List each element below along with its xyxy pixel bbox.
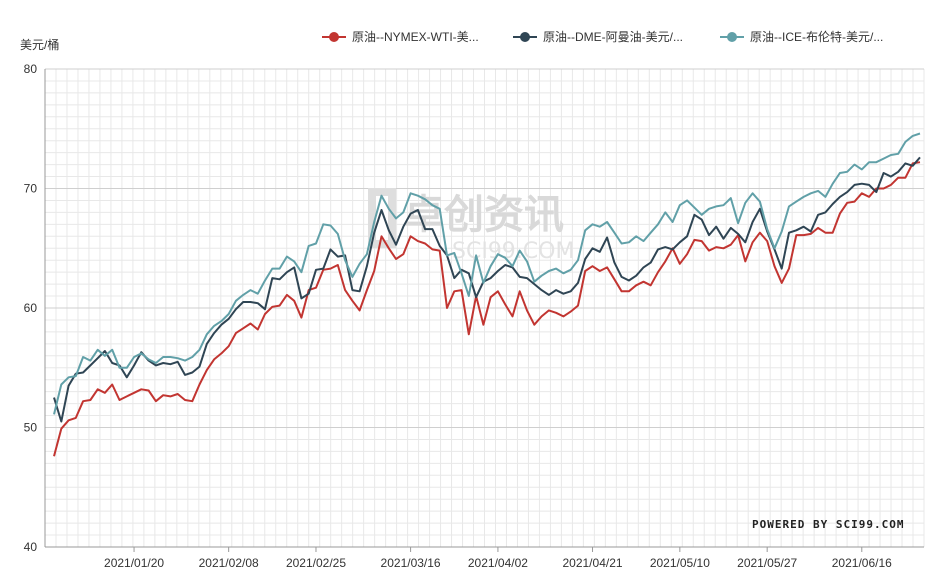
series-line-2	[53, 156, 921, 423]
series-line-3	[53, 132, 921, 415]
x-tick-label: 2021/06/16	[832, 556, 892, 570]
legend-marker-2	[520, 32, 530, 42]
y-axis: 40 50 60 70 80	[24, 62, 46, 554]
x-axis: 2021/01/20 2021/02/08 2021/02/25 2021/03/16…	[45, 546, 924, 570]
grid	[44, 68, 925, 548]
x-tick-label: 2021/02/08	[199, 556, 259, 570]
series-line-1	[53, 161, 921, 457]
x-tick-label: 2021/04/21	[562, 556, 622, 570]
x-tick-label: 2021/03/16	[381, 556, 441, 570]
x-tick-label: 2021/04/02	[468, 556, 528, 570]
legend-label-2: 原油--DME-阿曼油-美元/...	[543, 30, 683, 44]
y-tick-label: 80	[24, 62, 38, 76]
x-tick-label: 2021/01/20	[104, 556, 164, 570]
watermark: 卓创资讯 SCI99.COM	[368, 188, 574, 264]
x-tick-label: 2021/05/10	[650, 556, 710, 570]
y-tick-label: 40	[24, 540, 38, 554]
x-tick-label: 2021/02/25	[286, 556, 346, 570]
series-lines	[53, 132, 921, 457]
legend-label-1: 原油--NYMEX-WTI-美...	[352, 30, 479, 44]
y-tick-label: 60	[24, 301, 38, 315]
watermark-en-text: SCI99.COM	[452, 239, 574, 264]
y-tick-label: 70	[24, 182, 38, 196]
watermark-cn-text: 卓创资讯	[404, 192, 564, 238]
powered-by-label: POWERED BY SCI99.COM	[752, 518, 904, 531]
legend-label-3: 原油--ICE-布伦特-美元/...	[750, 29, 883, 44]
y-tick-label: 50	[24, 421, 38, 435]
legend-marker-3	[727, 32, 737, 42]
legend[interactable]: 原油--NYMEX-WTI-美... 原油--DME-阿曼油-美元/... 原油--…	[322, 29, 883, 44]
legend-marker-1	[329, 32, 339, 42]
y-axis-unit-label: 美元/桶	[20, 37, 59, 52]
x-tick-label: 2021/05/27	[737, 556, 797, 570]
